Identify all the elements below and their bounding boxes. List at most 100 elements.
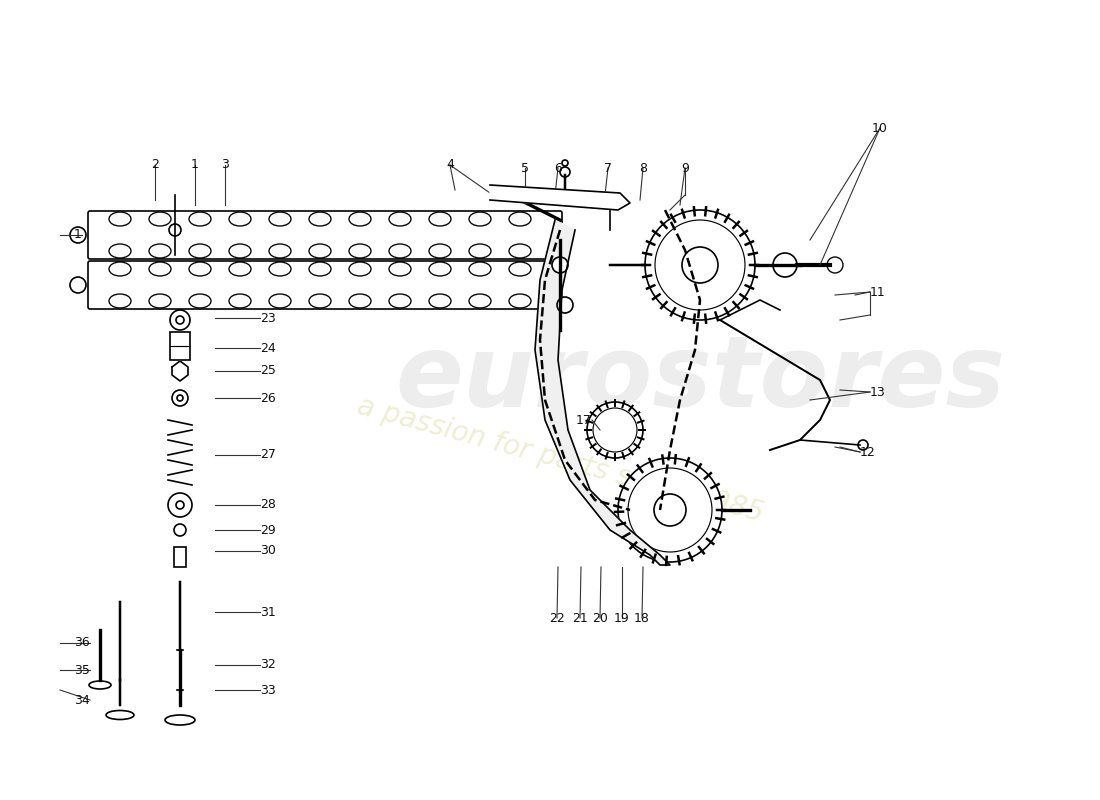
Circle shape bbox=[70, 277, 86, 293]
Ellipse shape bbox=[389, 262, 411, 276]
FancyBboxPatch shape bbox=[88, 261, 562, 309]
Ellipse shape bbox=[429, 294, 451, 308]
Text: 33: 33 bbox=[260, 683, 276, 697]
Circle shape bbox=[169, 224, 182, 236]
Text: 7: 7 bbox=[604, 162, 612, 174]
Circle shape bbox=[654, 494, 686, 526]
Ellipse shape bbox=[229, 294, 251, 308]
Ellipse shape bbox=[509, 262, 531, 276]
Circle shape bbox=[827, 257, 843, 273]
Text: 11: 11 bbox=[870, 286, 886, 298]
Text: 10: 10 bbox=[872, 122, 888, 134]
Text: 25: 25 bbox=[260, 365, 276, 378]
Ellipse shape bbox=[148, 244, 170, 258]
Circle shape bbox=[593, 408, 637, 452]
Text: 20: 20 bbox=[592, 611, 608, 625]
Ellipse shape bbox=[469, 262, 491, 276]
Bar bbox=[174, 547, 186, 567]
Text: 32: 32 bbox=[260, 658, 276, 671]
Text: 1: 1 bbox=[191, 158, 199, 171]
Text: 30: 30 bbox=[260, 545, 276, 558]
Circle shape bbox=[654, 220, 745, 310]
Ellipse shape bbox=[309, 262, 331, 276]
Ellipse shape bbox=[469, 212, 491, 226]
Text: 2: 2 bbox=[151, 158, 158, 171]
Text: 35: 35 bbox=[74, 663, 90, 677]
Ellipse shape bbox=[106, 710, 134, 719]
Polygon shape bbox=[172, 361, 188, 381]
Circle shape bbox=[170, 310, 190, 330]
Ellipse shape bbox=[349, 294, 371, 308]
Ellipse shape bbox=[270, 244, 292, 258]
Ellipse shape bbox=[165, 715, 195, 725]
Circle shape bbox=[858, 440, 868, 450]
Text: a passion for parts since 1985: a passion for parts since 1985 bbox=[354, 392, 767, 528]
Text: 19: 19 bbox=[614, 611, 630, 625]
Polygon shape bbox=[490, 185, 630, 210]
Text: 26: 26 bbox=[260, 391, 276, 405]
Text: 22: 22 bbox=[549, 611, 565, 625]
Ellipse shape bbox=[349, 244, 371, 258]
FancyBboxPatch shape bbox=[88, 211, 562, 259]
Bar bbox=[170, 332, 190, 360]
Circle shape bbox=[682, 247, 718, 283]
Ellipse shape bbox=[89, 681, 111, 689]
Ellipse shape bbox=[109, 244, 131, 258]
Text: 36: 36 bbox=[75, 637, 90, 650]
Text: 8: 8 bbox=[639, 162, 647, 174]
Ellipse shape bbox=[229, 212, 251, 226]
Text: 18: 18 bbox=[634, 611, 650, 625]
Circle shape bbox=[562, 160, 568, 166]
Text: 21: 21 bbox=[572, 611, 587, 625]
Text: eurostores: eurostores bbox=[395, 331, 1005, 429]
Ellipse shape bbox=[109, 294, 131, 308]
Ellipse shape bbox=[509, 212, 531, 226]
Ellipse shape bbox=[309, 244, 331, 258]
Text: 29: 29 bbox=[260, 523, 276, 537]
Circle shape bbox=[560, 167, 570, 177]
Text: 1: 1 bbox=[74, 229, 82, 242]
Text: 9: 9 bbox=[681, 162, 689, 174]
Text: 31: 31 bbox=[260, 606, 276, 618]
Ellipse shape bbox=[148, 212, 170, 226]
Ellipse shape bbox=[509, 294, 531, 308]
Text: 23: 23 bbox=[260, 311, 276, 325]
Ellipse shape bbox=[270, 294, 292, 308]
Ellipse shape bbox=[389, 294, 411, 308]
Ellipse shape bbox=[349, 262, 371, 276]
Circle shape bbox=[177, 395, 183, 401]
Ellipse shape bbox=[429, 262, 451, 276]
Ellipse shape bbox=[189, 294, 211, 308]
Ellipse shape bbox=[229, 262, 251, 276]
Text: 6: 6 bbox=[554, 162, 562, 174]
Circle shape bbox=[176, 316, 184, 324]
Text: 27: 27 bbox=[260, 449, 276, 462]
Text: 13: 13 bbox=[870, 386, 886, 398]
Circle shape bbox=[168, 493, 192, 517]
Circle shape bbox=[557, 297, 573, 313]
Ellipse shape bbox=[148, 294, 170, 308]
Circle shape bbox=[587, 402, 643, 458]
Circle shape bbox=[773, 253, 798, 277]
Ellipse shape bbox=[509, 244, 531, 258]
Ellipse shape bbox=[270, 262, 292, 276]
Ellipse shape bbox=[349, 212, 371, 226]
Ellipse shape bbox=[189, 262, 211, 276]
Circle shape bbox=[174, 524, 186, 536]
Text: 3: 3 bbox=[221, 158, 229, 171]
Text: 12: 12 bbox=[860, 446, 876, 458]
Circle shape bbox=[552, 257, 568, 273]
Text: 24: 24 bbox=[260, 342, 276, 354]
Polygon shape bbox=[535, 220, 670, 565]
Text: 5: 5 bbox=[521, 162, 529, 174]
Ellipse shape bbox=[309, 294, 331, 308]
Text: 4: 4 bbox=[447, 158, 454, 171]
Circle shape bbox=[645, 210, 755, 320]
Ellipse shape bbox=[189, 212, 211, 226]
Ellipse shape bbox=[109, 212, 131, 226]
Ellipse shape bbox=[389, 212, 411, 226]
Circle shape bbox=[628, 468, 712, 552]
Ellipse shape bbox=[389, 244, 411, 258]
Ellipse shape bbox=[148, 262, 170, 276]
Ellipse shape bbox=[469, 244, 491, 258]
